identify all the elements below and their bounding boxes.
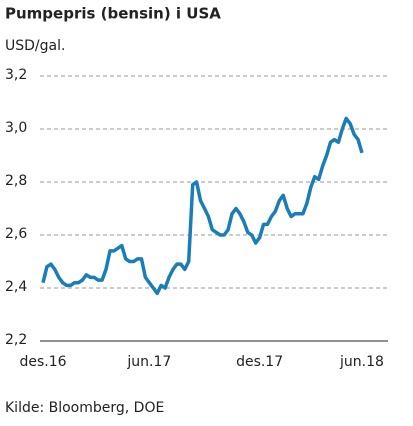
source: Kilde: Bloomberg, DOE	[5, 400, 164, 416]
y-tick-label: 2,6	[5, 226, 27, 242]
y-tick-label: 3,0	[5, 120, 27, 136]
y-tick-label: 2,2	[5, 332, 27, 348]
price-line	[41, 116, 364, 296]
x-tick-label: des.17	[236, 354, 283, 370]
y-tick-label: 2,8	[5, 173, 27, 189]
x-tick-label: des.16	[19, 354, 66, 370]
x-tick-label: jun.18	[339, 354, 384, 370]
chart-title: Pumpepris (bensin) i USA	[5, 5, 221, 23]
y-tick-label: 3,2	[5, 67, 27, 83]
y-axis-unit: USD/gal.	[5, 38, 65, 54]
x-tick-label: jun.17	[126, 354, 171, 370]
y-tick-label: 2,4	[5, 279, 27, 295]
